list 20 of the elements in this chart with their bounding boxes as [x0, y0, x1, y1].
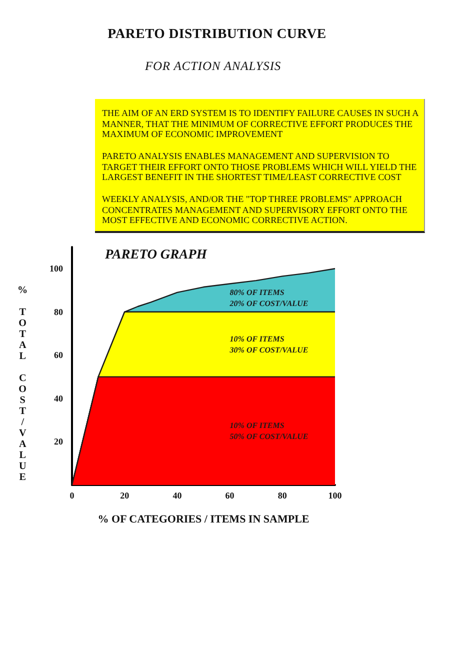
annotation: 80% OF ITEMS 20% OF COST/VALUE [228, 288, 308, 308]
x-axis-title: % OF CATEGORIES / ITEMS IN SAMPLE [98, 514, 310, 526]
chart-title: PARETO DISTRIBUTION CURVE [106, 26, 328, 42]
x-tick-label: 20 [120, 490, 130, 500]
y-tick-label: 100 [50, 264, 64, 274]
x-tick-label: 80 [278, 490, 288, 500]
x-tick-label: 40 [172, 490, 182, 500]
annotation: 10% OF ITEMS 30% OF COST/VALUE [228, 334, 308, 354]
x-tick-label: 0 [70, 490, 75, 500]
annotation: 10% OF ITEMS 50% OF COST/VALUE [230, 420, 308, 441]
note-box: THE AIM OF AN ERD SYSTEM IS TO IDENTIFY FAILURE CAUSES IN SUCH A MANNER, THAT THE MINIMUM OF CORRECTIVE EFFORT PRODUCES THE MAXIMUM OF ECONOMIC IMPROVEMENT PARETO ANALYSIS ENABLES MANAGEMENT AND SUPERVISION TO TARGET THEIR EFFORT ONTO THOSE PROBLEMS WHICH WILL YIELD THE LARGEST BENEFIT IN THE SHORTEST TIME/LEAST CORRECTIVE COST WEEKLY ANALYSIS, AND/OR THE "TOP THREE PROBLEMS" APPROACH CONCENTRATES MANAGEMENT AND SUPERVISORY EFFORT ONTO THE MOST EFFECTIVE AND ECONOMIC CORRECTIVE ACTION. [95, 99, 425, 233]
y-tick-label: 80 [54, 306, 64, 317]
annotation: PARETO GRAPH [105, 246, 208, 262]
y-tick-label: 20 [54, 436, 64, 447]
chart-subtitle: FOR ACTION ANALYSIS [144, 59, 282, 74]
y-axis-title: % TOTAL COST/VALUE [17, 285, 28, 483]
y-tick-label: 60 [54, 350, 64, 360]
x-tick-label: 60 [225, 490, 235, 500]
x-tick-label: 100 [328, 490, 342, 500]
y-tick-label: 40 [54, 393, 64, 404]
